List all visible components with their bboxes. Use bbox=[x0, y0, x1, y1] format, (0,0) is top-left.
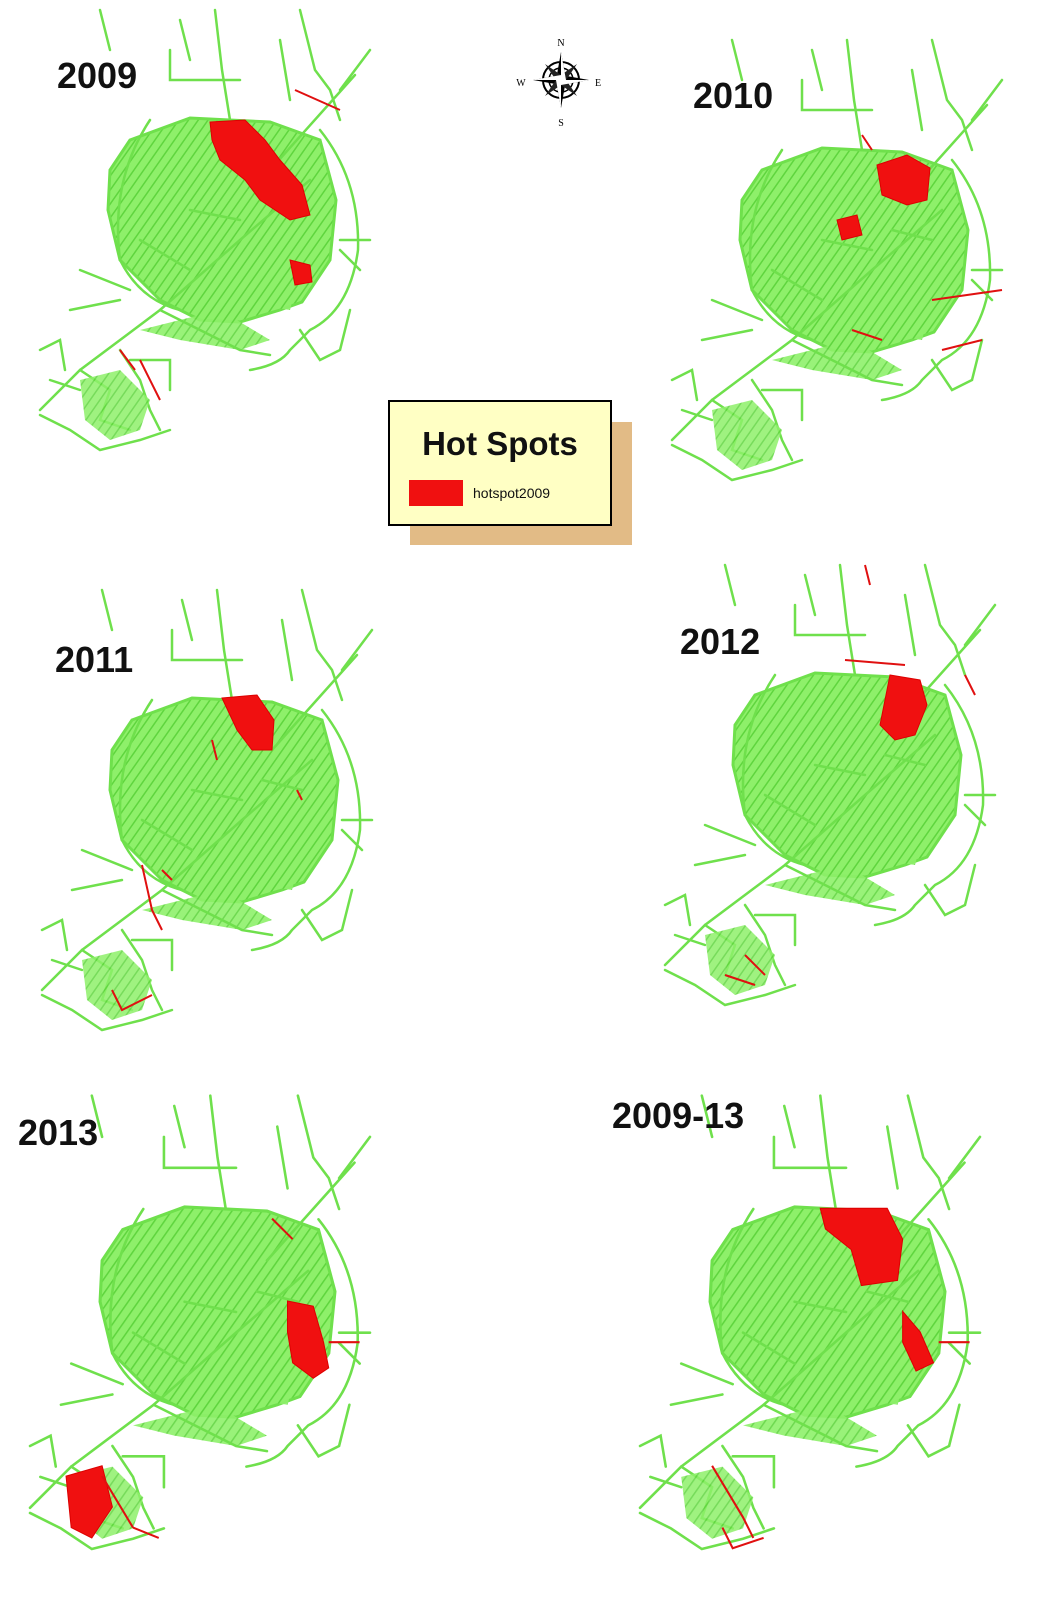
compass-east: E bbox=[595, 78, 601, 89]
road-network bbox=[640, 1096, 980, 1549]
panel-title: 2012 bbox=[680, 621, 760, 662]
map-figure: 2009 2010 2011 2012 bbox=[0, 0, 1037, 1600]
map-panel: 2009-13 bbox=[612, 1095, 980, 1549]
legend: Hot Spots hotspot2009 bbox=[389, 401, 632, 545]
legend-title: Hot Spots bbox=[422, 425, 578, 462]
map-panel: 2013 bbox=[18, 1096, 370, 1549]
map-panel: 2010 bbox=[672, 40, 1002, 480]
compass-north: N bbox=[557, 38, 564, 49]
compass-west: W bbox=[516, 78, 526, 89]
panel-title: 2010 bbox=[693, 75, 773, 116]
panel-title: 2013 bbox=[18, 1112, 98, 1153]
compass-south: S bbox=[558, 118, 564, 129]
panel-title: 2011 bbox=[55, 639, 133, 680]
map-panel: 2011 bbox=[42, 590, 372, 1030]
legend-entry: hotspot2009 bbox=[473, 485, 550, 501]
panel-title: 2009-13 bbox=[612, 1095, 744, 1136]
map-panel: 2009 bbox=[40, 10, 370, 450]
map-panel: 2012 bbox=[665, 565, 995, 1005]
compass-rose bbox=[533, 52, 589, 108]
legend-box bbox=[389, 401, 611, 525]
legend-swatch bbox=[409, 480, 463, 506]
compass: N S E W bbox=[516, 38, 601, 129]
panel-title: 2009 bbox=[57, 55, 137, 96]
